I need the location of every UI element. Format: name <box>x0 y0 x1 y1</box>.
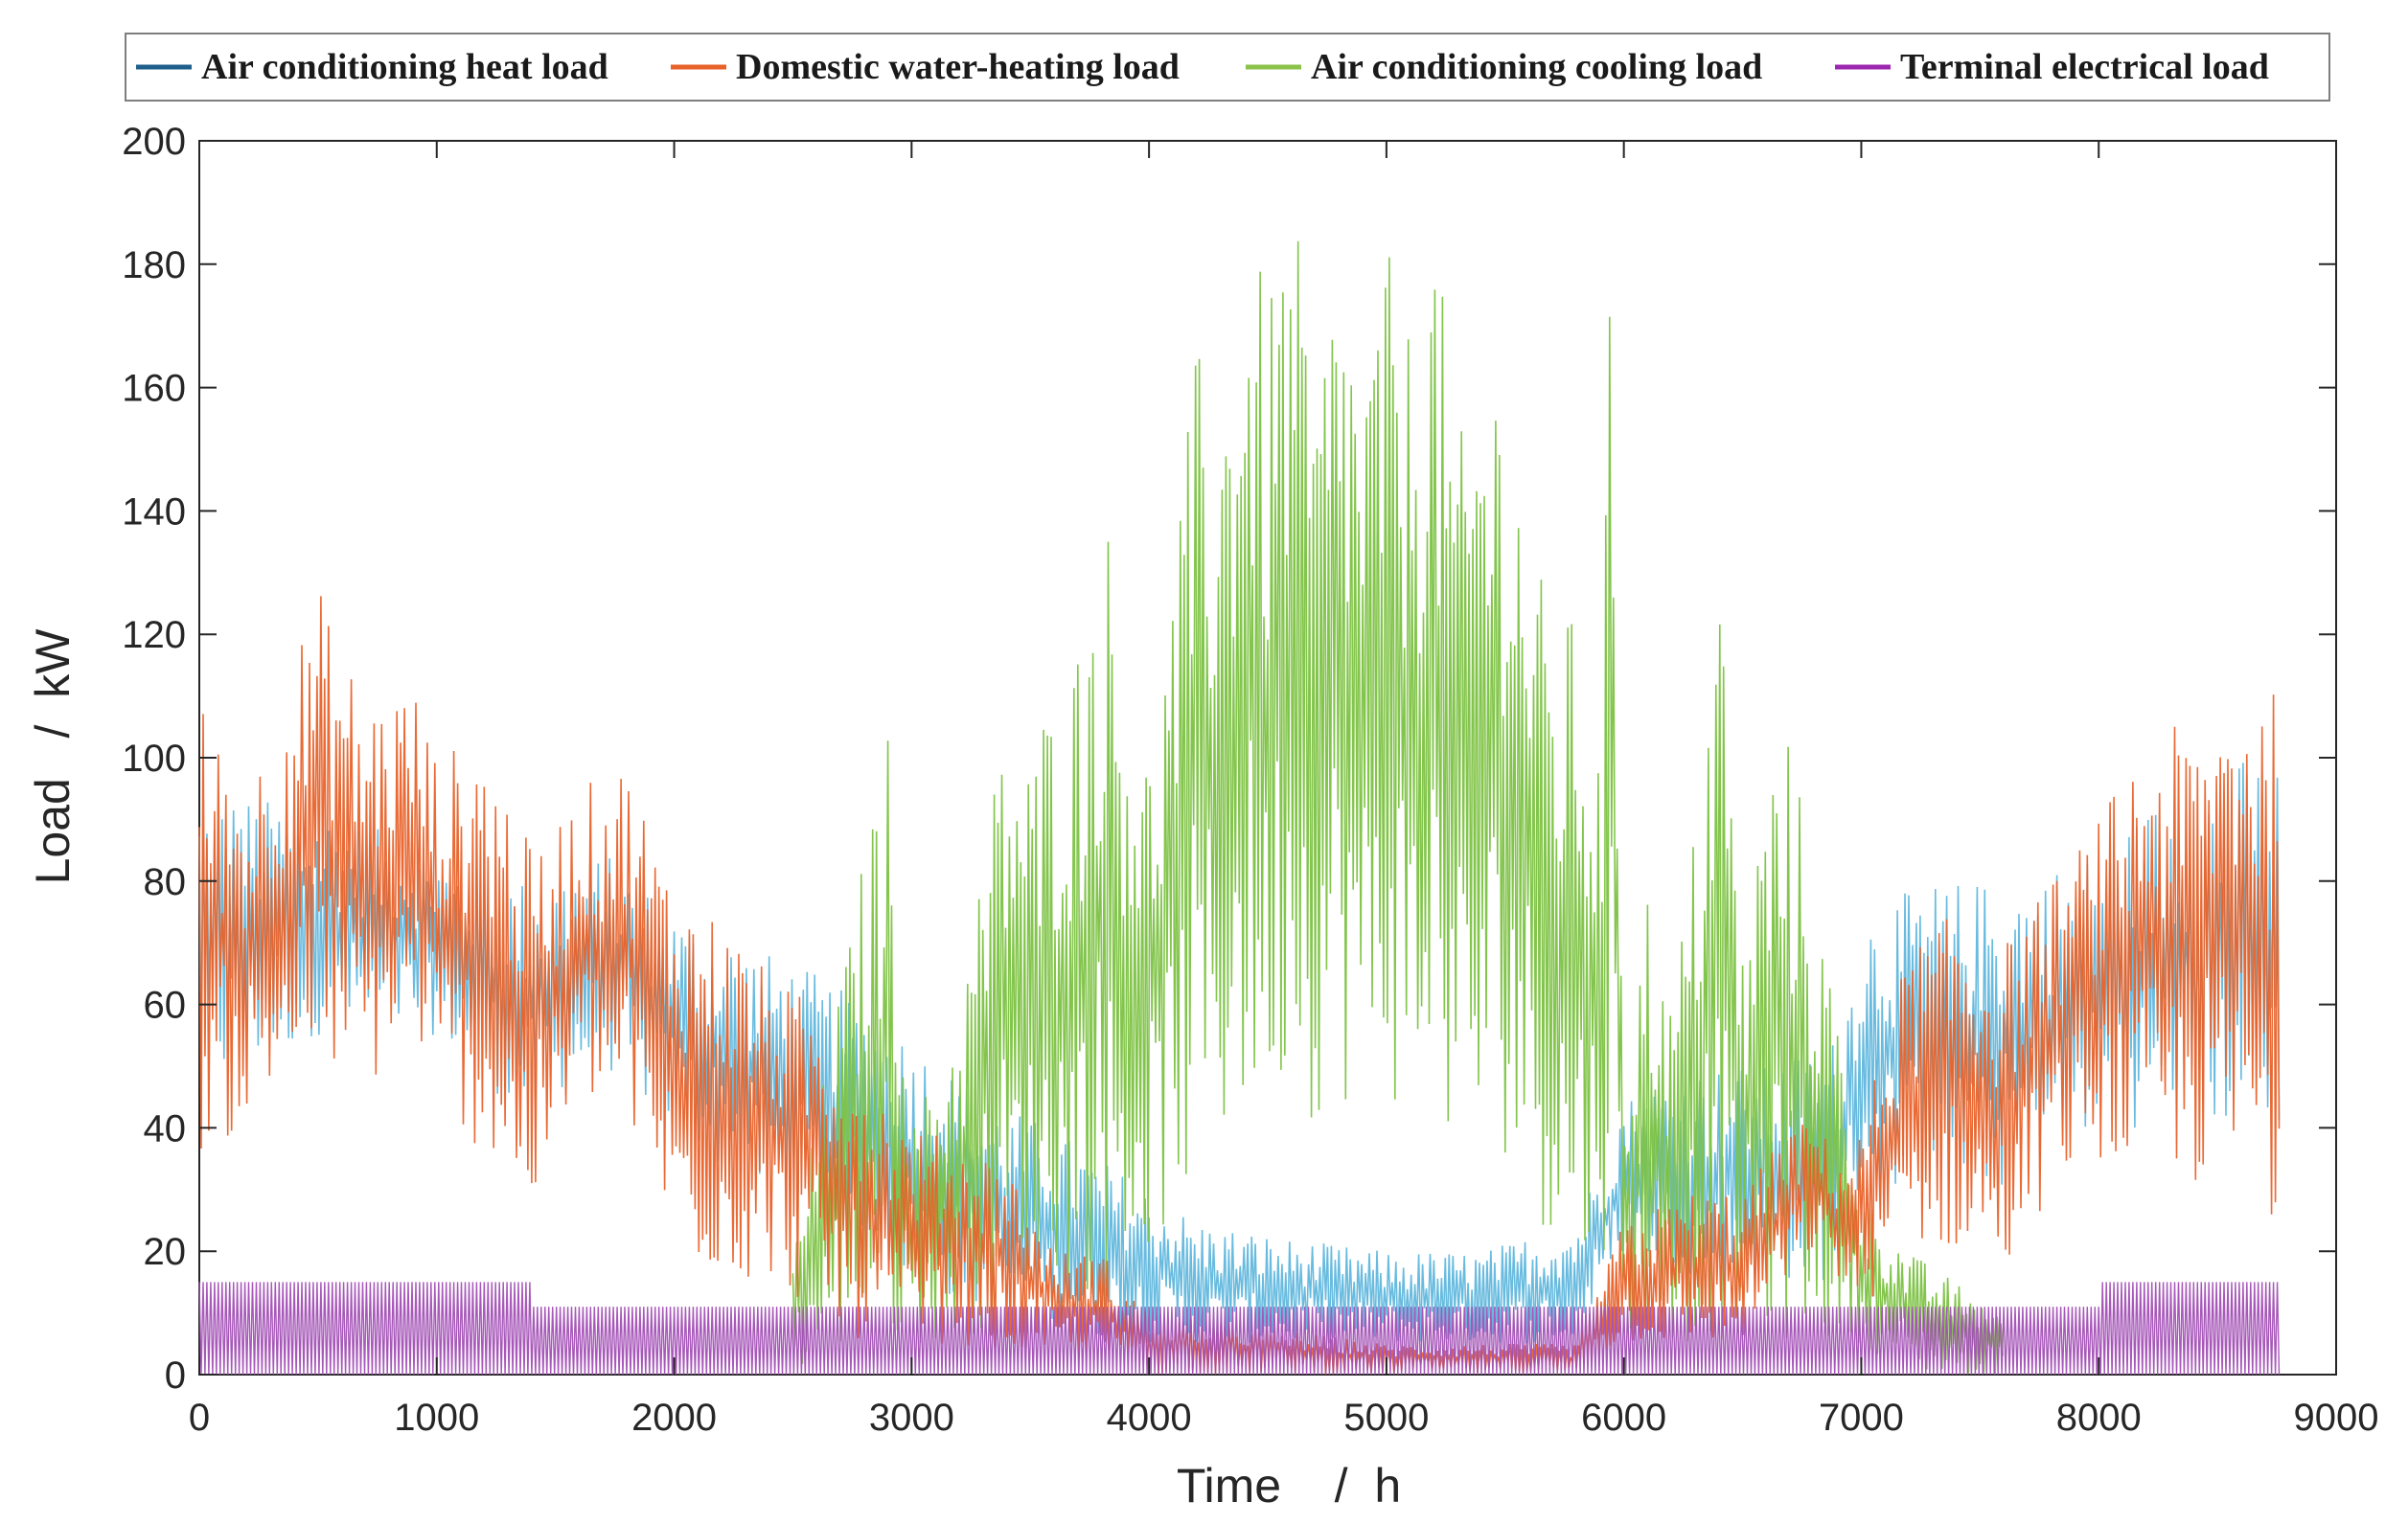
x-tick-label: 2000 <box>631 1397 717 1439</box>
y-tick-label: 40 <box>144 1107 187 1149</box>
series-2 <box>791 240 2004 1375</box>
legend-label-heat: Air conditioning heat load <box>201 47 608 87</box>
axes-layer: 0 1000 2000 3000 4000 5000 6000 7000 8000 9000 0 20… <box>122 121 2378 1439</box>
legend-label-water: Domestic water-heating load <box>736 47 1180 87</box>
y-tick-label: 120 <box>122 614 186 656</box>
y-axis-title: Load / kW <box>26 628 80 885</box>
x-tick-label: 3000 <box>869 1397 954 1439</box>
legend-box <box>125 33 2330 102</box>
y-tick-label: 0 <box>165 1354 186 1397</box>
y-tick-label: 180 <box>122 244 186 286</box>
x-tick-label: 7000 <box>1819 1397 1904 1439</box>
y-tick-label: 60 <box>144 985 187 1027</box>
legend: Air conditioning heat load Domestic wate… <box>125 33 2330 102</box>
y-tick-label: 200 <box>122 121 186 163</box>
y-tick-label: 20 <box>144 1231 187 1273</box>
x-tick-label: 6000 <box>1581 1397 1666 1439</box>
series-3 <box>198 1282 2281 1376</box>
y-tick-label: 80 <box>144 861 187 903</box>
series-line-3 <box>198 1282 2281 1376</box>
x-tick-label: 8000 <box>2056 1397 2142 1439</box>
x-tick-label: 5000 <box>1343 1397 1429 1439</box>
x-tick-label: 0 <box>189 1397 210 1439</box>
series-line-2 <box>791 240 2004 1375</box>
x-tick-label: 4000 <box>1107 1397 1192 1439</box>
x-tick-label: 1000 <box>394 1397 479 1439</box>
y-tick-label: 140 <box>122 490 186 533</box>
x-tick-label: 9000 <box>2294 1397 2379 1439</box>
y-tick-label: 100 <box>122 738 186 780</box>
x-axis-title: Time / h <box>1177 1459 1401 1513</box>
y-tick-label: 160 <box>122 368 186 410</box>
series-layer <box>198 240 2281 1376</box>
legend-label-cooling: Air conditioning cooling load <box>1311 47 1762 87</box>
legend-label-electrical: Terminal electrical load <box>1900 47 2269 87</box>
